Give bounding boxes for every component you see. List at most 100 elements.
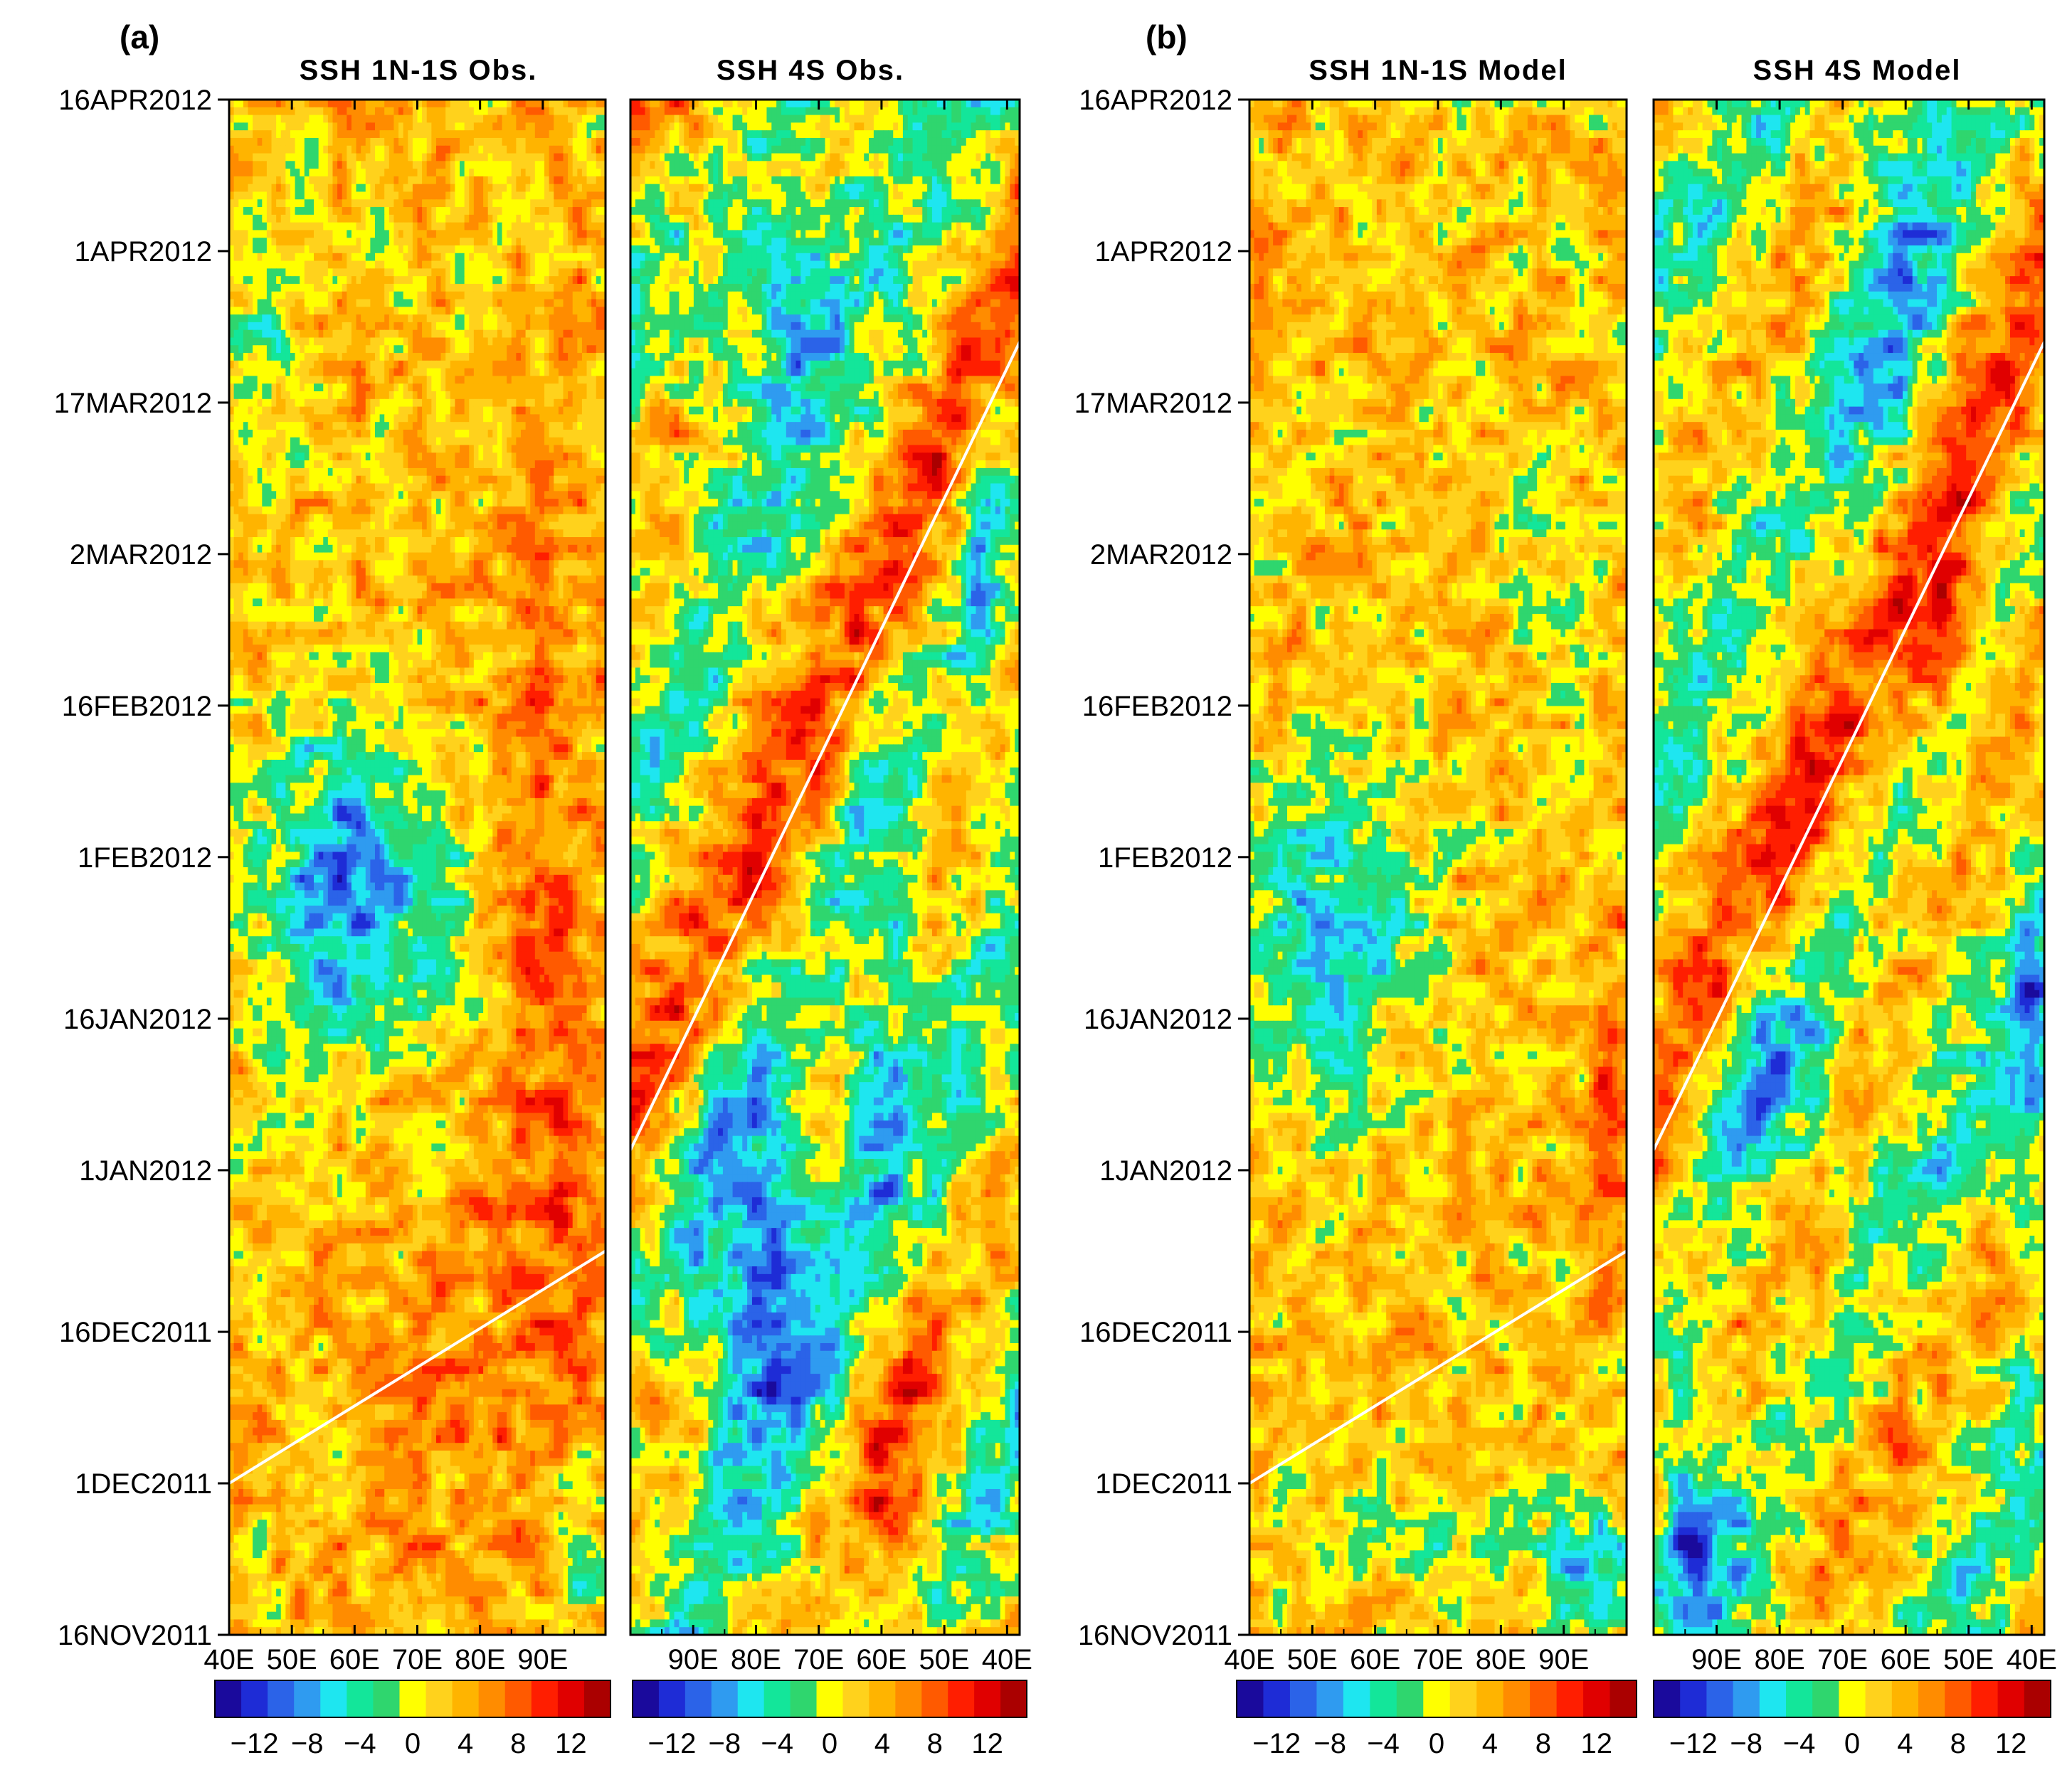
heatmap-cell [347, 276, 352, 284]
heatmap-cell [295, 391, 300, 399]
heatmap-cell [309, 161, 314, 169]
heatmap-cell [332, 353, 337, 361]
heatmap-cell [539, 353, 544, 361]
heatmap-cell [478, 245, 483, 253]
heatmap-cell [526, 452, 531, 460]
heatmap-cell [573, 438, 578, 445]
heatmap-cell [465, 199, 470, 207]
heatmap-cell [582, 560, 587, 568]
heatmap-cell [450, 337, 455, 345]
heatmap-cell [253, 414, 258, 422]
heatmap-cell [563, 107, 568, 115]
heatmap-cell [295, 314, 300, 322]
heatmap-cell [469, 491, 474, 499]
heatmap-cell [582, 376, 587, 383]
heatmap-cell [436, 568, 441, 576]
heatmap-cell [445, 507, 450, 514]
heatmap-cell [563, 337, 568, 345]
heatmap-cell [427, 130, 432, 138]
heatmap-cell [314, 568, 319, 576]
heatmap-cell [549, 161, 554, 169]
heatmap-cell [431, 276, 436, 284]
heatmap-cell [502, 361, 507, 369]
heatmap-cell [328, 115, 333, 123]
heatmap-cell [361, 399, 366, 407]
heatmap-ssh-1n1s-obs: 40E 50E 60E 70E 80E 90E16NOV20111DEC201116DEC… [54, 85, 611, 1759]
heatmap-cell [253, 383, 258, 391]
heatmap-cell [267, 330, 272, 338]
heatmap-cell [582, 138, 587, 146]
heatmap-cell [267, 560, 272, 568]
heatmap-cell [455, 130, 460, 138]
heatmap-cell [253, 376, 258, 383]
heatmap-cell [455, 300, 460, 307]
heatmap-cell [431, 253, 436, 261]
heatmap-cell [587, 399, 592, 407]
heatmap-cell [460, 161, 465, 169]
heatmap-cell [389, 430, 394, 438]
heatmap-cell [521, 407, 526, 415]
heatmap-cell [332, 191, 337, 199]
heatmap-cell [563, 300, 568, 307]
heatmap-cell [512, 376, 517, 383]
heatmap-cell [253, 154, 258, 161]
heatmap-cell [389, 169, 394, 176]
heatmap-cell [549, 207, 554, 215]
heatmap-cell [450, 100, 455, 107]
heatmap-cell [497, 245, 502, 253]
heatmap-cell [290, 314, 295, 322]
heatmap-cell [530, 154, 535, 161]
heatmap-cell [450, 130, 455, 138]
heatmap-cell [243, 253, 248, 261]
heatmap-cell [370, 407, 375, 415]
heatmap-cell [492, 215, 497, 223]
heatmap-cell [281, 122, 286, 130]
heatmap-cell [361, 353, 366, 361]
heatmap-cell [253, 361, 258, 369]
heatmap-cell [465, 537, 470, 545]
heatmap-cell [285, 514, 290, 522]
heatmap-cell [469, 499, 474, 507]
heatmap-cell [497, 438, 502, 445]
heatmap-cell [393, 268, 398, 276]
heatmap-cell [563, 399, 568, 407]
heatmap-cell [234, 560, 239, 568]
heatmap-cell [375, 176, 380, 184]
heatmap-cell [492, 154, 497, 161]
heatmap-cell [507, 199, 512, 207]
heatmap-cell [267, 161, 272, 169]
heatmap-cell [497, 199, 502, 207]
heatmap-cell [460, 399, 465, 407]
heatmap-cell [418, 230, 423, 238]
heatmap-cell [342, 353, 347, 361]
heatmap-cell [512, 245, 517, 253]
heatmap-cell [361, 207, 366, 215]
heatmap-cell [281, 560, 286, 568]
heatmap-cell [295, 499, 300, 507]
heatmap-cell [535, 191, 540, 199]
heatmap-cell [507, 284, 512, 292]
heatmap-cell [422, 161, 427, 169]
heatmap-cell [305, 300, 310, 307]
heatmap-cell [361, 383, 366, 391]
heatmap-cell [272, 369, 277, 376]
heatmap-cell [450, 529, 455, 537]
heatmap-cell [582, 499, 587, 507]
heatmap-cell [418, 115, 423, 123]
heatmap-cell [521, 245, 526, 253]
heatmap-cell [285, 115, 290, 123]
heatmap-cell [483, 460, 488, 468]
heatmap-cell [370, 422, 375, 430]
heatmap-cell [384, 238, 389, 245]
heatmap-cell [544, 199, 549, 207]
heatmap-cell [563, 430, 568, 438]
heatmap-cell [539, 484, 544, 492]
heatmap-cell [431, 107, 436, 115]
heatmap-cell [248, 138, 253, 146]
heatmap-cell [483, 107, 488, 115]
heatmap-cell [370, 307, 375, 314]
heatmap-cell [478, 521, 483, 529]
heatmap-cell [418, 300, 423, 307]
heatmap-cell [512, 184, 517, 192]
heatmap-cell [281, 568, 286, 576]
